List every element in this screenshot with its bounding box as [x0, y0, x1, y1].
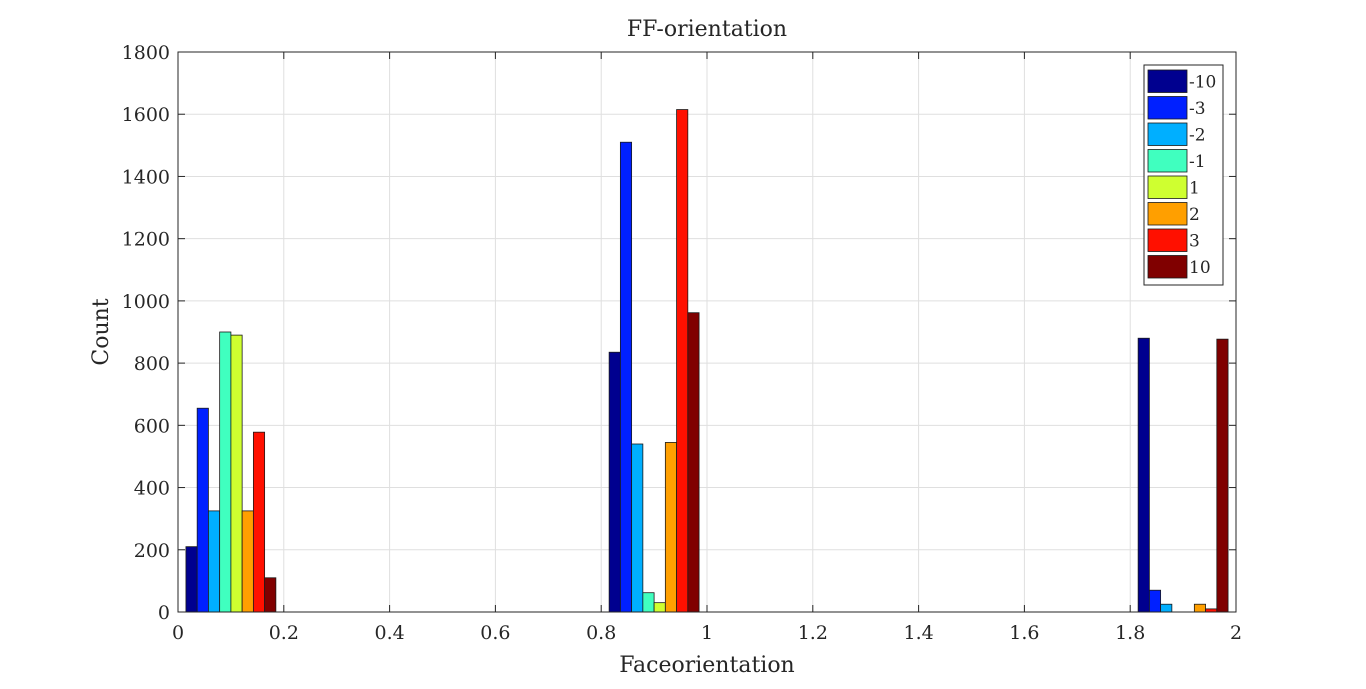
bar-series--3-bin-0	[196, 407, 209, 613]
bar-series-10-bin-4	[687, 312, 700, 613]
y-axis-label: Count	[89, 298, 114, 365]
bar-series--10-bin-9	[1137, 337, 1150, 613]
x-tick-label: 1.2	[798, 622, 828, 644]
x-tick-label: 0.4	[374, 622, 404, 644]
bar-series--2-bin-9	[1160, 603, 1173, 613]
bar-series--10-bin-4	[608, 351, 621, 613]
x-tick-label: 2	[1230, 622, 1242, 644]
grid	[178, 52, 1236, 612]
y-tick-label: 200	[134, 540, 170, 562]
bar-series--2-bin-0	[208, 510, 221, 613]
legend-label: 1	[1189, 179, 1200, 199]
bar-series-2-bin-0	[241, 510, 254, 613]
x-axis-label: Faceorientation	[619, 653, 794, 678]
x-tick-label: 1.8	[1115, 622, 1145, 644]
legend-label: -3	[1189, 99, 1206, 119]
legend-swatch	[1147, 69, 1188, 93]
y-tick-label: 600	[134, 415, 170, 437]
bars	[185, 109, 1229, 613]
y-tick-label: 400	[134, 478, 170, 500]
bar-series-1-bin-0	[230, 334, 243, 613]
bar-series-3-bin-0	[252, 431, 266, 613]
ticks: 0 0.2 0.4 0.6 0.8 1 1.2 1.4 1.6 1.8 2 0 200 400 600 800…	[122, 42, 1242, 644]
bar-series--3-bin-4	[619, 141, 633, 613]
bar-series--3-bin-9	[1148, 589, 1162, 613]
y-tick-label: 0	[158, 602, 170, 624]
y-tick-label: 1600	[122, 104, 170, 126]
bar-series-1-bin-4	[653, 602, 666, 613]
y-tick-label: 1800	[122, 42, 170, 64]
x-tick-label: 1.4	[903, 622, 933, 644]
x-tick-label: 1.6	[1009, 622, 1039, 644]
x-tick-label: 0.6	[480, 622, 510, 644]
bar-series--1-bin-4	[642, 592, 655, 613]
legend-label: -1	[1189, 152, 1206, 172]
bar-series-10-bin-0	[264, 577, 277, 613]
y-tick-label: 1400	[122, 166, 170, 188]
y-tick-label: 1200	[122, 229, 170, 251]
legend-swatch	[1147, 96, 1188, 120]
y-tick-label: 1000	[122, 291, 170, 313]
bar-series-10-bin-9	[1216, 338, 1229, 613]
bar-series--2-bin-4	[631, 443, 644, 613]
y-tick-label: 800	[134, 353, 170, 375]
legend-label: 2	[1189, 205, 1200, 225]
x-tick-label: 0.8	[586, 622, 616, 644]
legend-label: -2	[1189, 126, 1206, 146]
legend-swatch	[1147, 122, 1188, 146]
legend: -10 -3 -2 -1 1 2 3 10	[1143, 64, 1224, 286]
legend-swatch	[1147, 228, 1188, 252]
x-tick-label: 0.2	[269, 622, 299, 644]
legend-label: 10	[1189, 258, 1211, 278]
legend-swatch	[1147, 255, 1188, 279]
legend-label: -10	[1189, 73, 1216, 93]
bar-series-2-bin-4	[664, 442, 677, 613]
legend-swatch	[1147, 175, 1188, 199]
legend-swatch	[1147, 202, 1188, 226]
bar-series--1-bin-0	[219, 331, 232, 613]
bar-series-2-bin-9	[1193, 603, 1206, 613]
bar-series-3-bin-4	[676, 109, 689, 613]
chart-title: FF-orientation	[627, 17, 787, 42]
legend-label: 3	[1189, 232, 1200, 252]
bar-series--10-bin-0	[185, 546, 198, 613]
legend-swatch	[1147, 149, 1188, 173]
x-tick-label: 0	[172, 622, 184, 644]
x-tick-label: 1	[701, 622, 713, 644]
